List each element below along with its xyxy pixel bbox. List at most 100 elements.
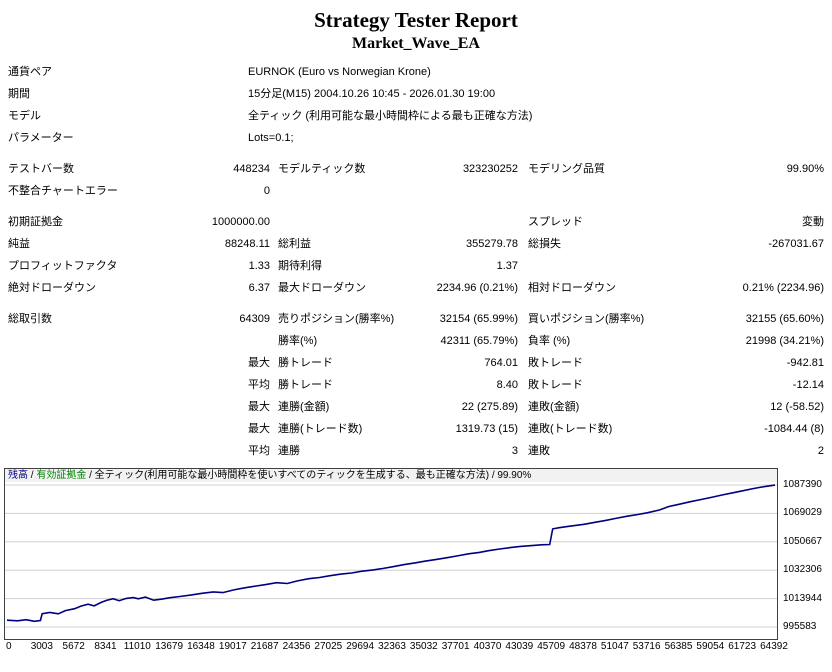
y-axis-label: 1087390 [783,479,822,490]
x-axis-label: 43039 [505,641,534,652]
y-axis-labels: 995583 1013944 1032306 1050667 1069029 108739… [778,468,828,640]
table-row: 最大 連勝(トレード数) 1319.73 (15) 連敗(トレード数) -1084.44… [0,418,832,440]
caption-segment: 有効証拠金 [36,470,87,481]
x-axis-label: 11010 [123,641,151,652]
table-row: 勝率(%) 42311 (65.79%) 負率 (%) 21998 (34.21%) [0,330,832,352]
stat-value: 3 [511,445,518,457]
stat-label: 勝トレード [278,357,333,369]
table-row: 通貨ペア EURNOK (Euro vs Norwegian Krone) [0,61,832,83]
table-row: テストバー数 448234 モデルティック数 323230252 モデリング品質 99.9… [0,158,832,180]
x-axis-label: 27025 [314,641,343,652]
stat-value: 2234.96 (0.21%) [436,282,518,294]
stat-value: 平均 [248,445,270,457]
x-axis-label: 0 [6,641,12,652]
balance-line [6,484,776,623]
table-row: 絶対ドローダウン 6.37 最大ドローダウン 2234.96 (0.21%) 相対ドロー… [0,277,832,299]
x-axis-label: 3003 [30,641,53,652]
stat-label: テストバー数 [8,163,74,175]
stat-label: 連勝(金額) [278,401,330,413]
stat-value: 42311 (65.79%) [440,335,518,347]
caption-segment: / 全ティック(利用可能な最小時間枠を使いすべてのティックを生成する、最も正確な… [86,470,532,481]
stat-label: 総利益 [278,238,311,250]
stat-value: 6.37 [248,282,270,294]
y-axis-label: 995583 [783,621,817,632]
stat-value: 最大 [248,357,270,369]
stat-label: 敗トレード [528,379,583,391]
y-axis-label: 1050667 [783,535,822,547]
stat-label: 期待利得 [278,260,322,272]
table-row: 期間 15分足(M15) 2004.10.26 10:45 - 2026.01.3… [0,83,832,105]
stat-value: 32154 (65.99%) [439,313,518,325]
stat-label: 買いポジション(勝率%) [528,313,645,325]
stat-value: 355279.78 [466,238,518,250]
stat-value: 323230252 [462,163,518,175]
stat-value: 21998 (34.21%) [745,335,824,347]
x-axis-label: 61723 [728,641,757,652]
stat-label: プロフィットファクタ [8,260,118,272]
chart-caption: 残高 / 有効証拠金 / 全ティック(利用可能な最小時間枠を使いすべてのティック… [5,469,777,482]
stat-label: 絶対ドローダウン [8,282,96,294]
chart-plot-area: 残高 / 有効証拠金 / 全ティック(利用可能な最小時間枠を使いすべてのティック… [4,468,778,640]
report-table: 通貨ペア EURNOK (Euro vs Norwegian Krone) 期間 15… [0,61,832,462]
stat-label: 連勝(トレード数) [278,423,363,435]
stat-label: 総取引数 [8,313,52,325]
stat-value: 1000000.00 [211,216,270,228]
stat-value: 22 (275.89) [461,401,518,413]
stat-label: 勝トレード [278,379,333,391]
x-axis-label: 5672 [62,641,85,652]
stat-value: 0.21% (2234.96) [742,282,824,294]
stat-value: 最大 [248,423,270,435]
stat-value: 64309 [239,313,270,325]
stat-label: 勝率(%) [278,335,318,347]
x-axis-label: 8341 [94,641,117,652]
stat-label: モデルティック数 [278,163,366,175]
stat-value: 88248.11 [224,238,270,250]
info-label: 通貨ペア [8,66,52,78]
x-axis-label: 16348 [187,641,215,652]
x-axis-label: 59054 [696,641,725,652]
stat-label: 相対ドローダウン [528,282,616,294]
x-axis-label: 37701 [441,641,470,652]
table-row: 初期証拠金 1000000.00 スプレッド 変動 [0,211,832,233]
info-label: モデル [8,110,41,122]
spacer-row [0,149,832,158]
x-axis-label: 32363 [378,641,406,652]
stat-label: 売りポジション(勝率%) [278,313,395,325]
stat-value: 最大 [248,401,270,413]
stat-label: スプレッド [528,216,583,228]
stat-value: 1319.73 (15) [455,423,518,435]
spacer-row [0,299,832,308]
stat-value: 1.33 [248,260,270,272]
x-axis-label: 45709 [537,641,566,652]
stat-value: -12.14 [792,379,824,391]
info-value: 全ティック (利用可能な最小時間枠による最も正確な方法) [248,110,533,122]
table-row: 最大 勝トレード 764.01 敗トレード -942.81 [0,352,832,374]
y-axis-label: 1013944 [783,592,822,604]
stat-value: -1084.44 (8) [764,423,824,435]
stat-value: 448234 [233,163,270,175]
x-axis-label: 56385 [664,641,693,652]
stat-label: モデリング品質 [528,163,605,175]
x-axis-label: 19017 [218,641,247,652]
stat-label: 連敗 [528,445,550,457]
x-axis-label: 53716 [632,641,661,652]
x-axis-label: 64392 [760,641,788,652]
stat-label: 初期証拠金 [8,216,63,228]
stat-value: -942.81 [786,357,824,369]
stat-value: 8.40 [496,379,518,391]
info-label: パラメーター [8,132,74,144]
caption-segment: / [28,470,37,481]
x-axis-label: 13679 [155,641,184,652]
y-axis-label: 1069029 [783,507,822,519]
stat-label: 最大ドローダウン [278,282,366,294]
stat-label: 不整合チャートエラー [8,185,118,197]
stat-label: 連敗(金額) [528,401,580,413]
balance-line-svg [5,484,777,628]
stat-value: 764.01 [484,357,518,369]
ea-name: Market_Wave_EA [352,35,480,52]
stat-value: 1.37 [496,260,518,272]
stat-label: 連勝 [278,445,300,457]
table-row: 最大 連勝(金額) 22 (275.89) 連敗(金額) 12 (-58.52) [0,396,832,418]
info-value: Lots=0.1; [248,132,294,144]
table-row: 総取引数 64309 売りポジション(勝率%) 32154 (65.99%) 買いポジシ… [0,308,832,330]
